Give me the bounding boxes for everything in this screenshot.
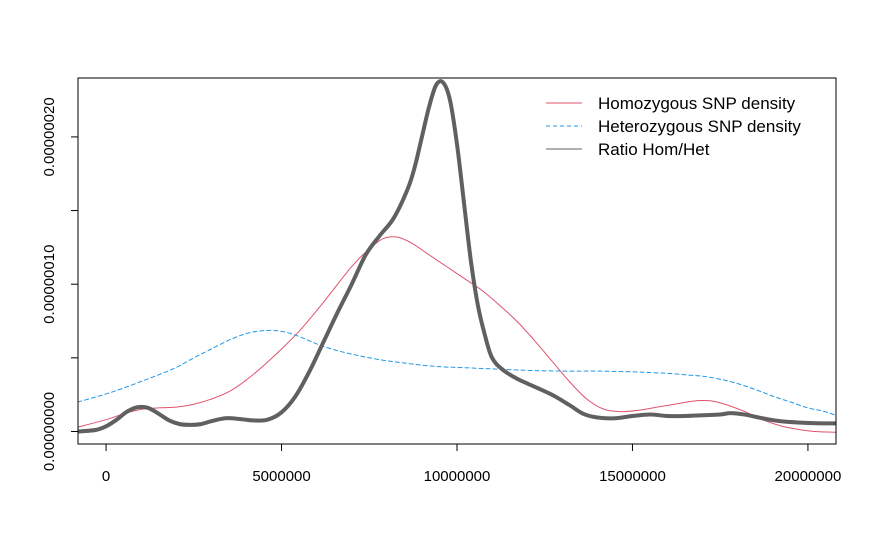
x-tick-label: 20000000 [775, 468, 842, 485]
series-line-1 [78, 329, 836, 416]
legend-label: Homozygous SNP density [598, 94, 796, 113]
x-axis: 0 5000000 10000000 15000000 20000000 [102, 444, 841, 485]
y-tick-label: 0.00000010 [41, 245, 58, 324]
x-tick-label: 0 [102, 468, 110, 485]
x-tick-label: 10000000 [424, 468, 491, 485]
x-tick-label: 5000000 [252, 468, 310, 485]
series-layer [78, 79, 836, 434]
series-line-0 [78, 236, 836, 433]
y-tick-label: 0.00000020 [41, 97, 58, 176]
legend: Homozygous SNP density Heterozygous SNP d… [546, 94, 801, 159]
legend-label: Ratio Hom/Het [598, 140, 710, 159]
y-axis: 0.00000000 0.00000010 0.00000020 [41, 97, 78, 471]
x-tick-label: 15000000 [599, 468, 666, 485]
series-line-2 [78, 79, 836, 434]
legend-label: Heterozygous SNP density [598, 117, 801, 136]
y-tick-label: 0.00000000 [41, 392, 58, 471]
